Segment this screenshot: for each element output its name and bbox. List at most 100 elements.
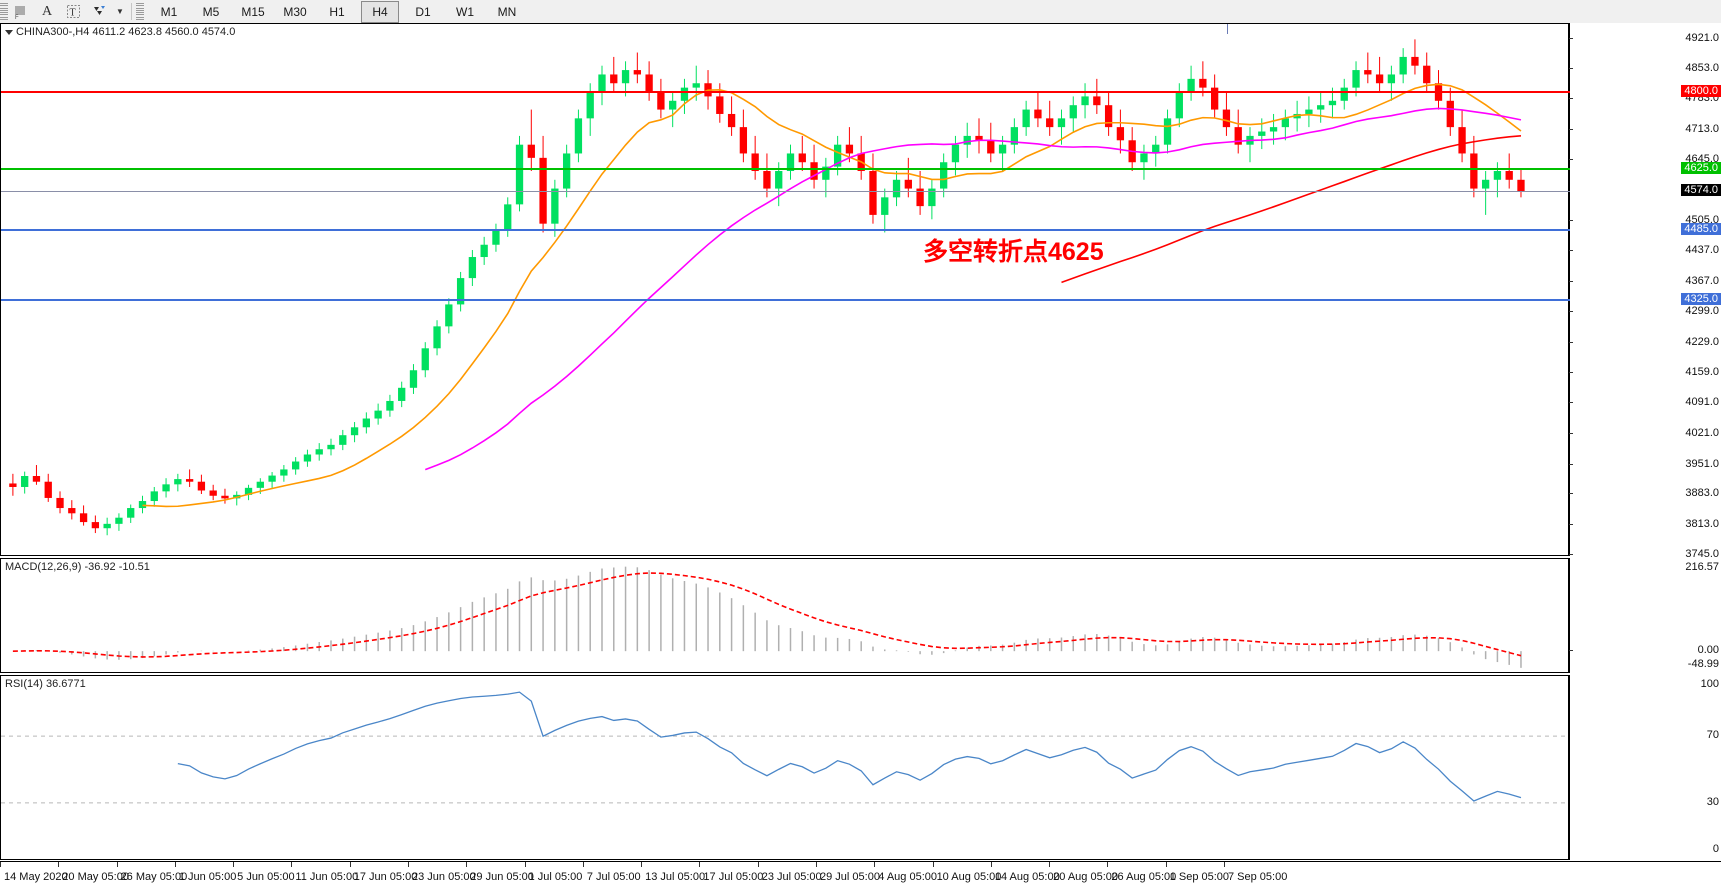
time-axis-tick [990,862,992,867]
level-line-4574_0[interactable] [1,190,1570,192]
template-icon[interactable]: F [8,1,34,22]
objects-dropdown-caret-icon[interactable]: ▼ [116,7,124,16]
timeframe-button-w1[interactable]: W1 [456,4,474,19]
crosshair-vertical [1227,24,1228,34]
price-tick-label: 3951.0 [1685,457,1719,470]
price-pane-header: CHINA300-,H4 4611.2 4623.8 4560.0 4574.0 [5,26,235,38]
price-tick [1569,493,1573,495]
time-axis-tick [1049,862,1051,867]
text-label-icon[interactable]: T [60,1,86,22]
time-axis-tick [1107,862,1109,867]
time-axis-label: 29 Jun 05:00 [470,871,534,883]
macd-tick-label: -48.99 [1687,658,1719,670]
level-badge-4485_0[interactable]: 4485.0 [1681,223,1721,236]
main-toolbar: F A T ▼ M1 M5 M15 M30 H1 H4 D1 W1 MN [0,0,1721,24]
time-axis-label: 10 Aug 05:00 [936,871,1002,883]
timeframe-button-mn[interactable]: MN [497,4,517,19]
level-line-4325_0[interactable] [1,299,1570,302]
collapse-triangle-icon[interactable] [5,29,13,35]
level-line-4485_0[interactable] [1,229,1570,232]
time-axis-tick [699,862,701,867]
objects-icon[interactable] [86,1,112,22]
macd-tick-label: 0.00 [1697,644,1719,657]
time-axis-tick [932,862,934,867]
timeframe-button-m15[interactable]: M15 [241,4,265,19]
time-axis-label: 5 Jun 05:00 [237,871,295,883]
macd-pane[interactable]: MACD(12,26,9) -36.92 -10.51 [0,558,1569,673]
price-tick-label: 4091.0 [1685,396,1719,409]
rsi-pane-header: RSI(14) 36.6771 [5,678,86,690]
time-axis-label: 1 Jun 05:00 [178,871,237,883]
time-axis-label: 1 Jul 05:00 [528,871,583,883]
time-axis-label: 29 Jul 05:00 [820,871,880,883]
time-axis-tick [524,862,526,867]
time-axis-label: 7 Jul 05:00 [586,871,641,883]
price-tick [1569,250,1573,252]
level-line-4625_0[interactable] [1,167,1570,170]
level-badge-4800_0[interactable]: 4800.0 [1681,85,1721,98]
toolbar-grip[interactable] [0,2,8,21]
price-axis-line [1569,23,1570,556]
price-axis[interactable]: 4921.0 4853.0 4783.0 4713.0 4645.0 4505.0 4437… [1569,23,1721,560]
toolbar-separator [131,3,132,20]
level-line-4800_0[interactable] [1,91,1570,94]
price-tick-label: 3813.0 [1685,518,1719,531]
price-tick-label: 4921.0 [1685,31,1719,44]
macd-plot [12,566,1522,668]
macd-axis-line [1569,558,1570,673]
macd-pane-header: MACD(12,26,9) -36.92 -10.51 [5,561,150,573]
timeframe-button-d1[interactable]: D1 [415,4,431,19]
time-axis-label: 26 May 05:00 [120,871,188,883]
timeframe-button-h1[interactable]: H1 [329,4,345,19]
time-axis-label: 13 Jul 05:00 [645,871,706,883]
price-tick-label: 4853.0 [1685,61,1719,74]
timeframe-group: M1 M5 M15 M30 H1 H4 D1 W1 MN [148,0,528,23]
rsi-plot [1,691,1568,804]
level-badge-4325_0[interactable]: 4325.0 [1681,293,1721,306]
rsi-pane[interactable]: RSI(14) 36.6771 [0,675,1569,860]
price-tick [1569,37,1573,39]
time-axis-label: 11 Jun 05:00 [295,871,359,883]
price-pane[interactable]: CHINA300-,H4 4611.2 4623.8 4560.0 4574.0… [0,23,1570,556]
level-badge-4625_0[interactable]: 4625.0 [1681,161,1721,174]
time-axis[interactable]: 14 May 2020 20 May 05:00 26 May 05:00 1 Jun… [0,861,1721,891]
timeframe-button-m30[interactable]: M30 [283,4,307,19]
price-tick [1569,310,1573,312]
price-tick-label: 4229.0 [1685,335,1719,348]
time-axis-label: 26 Aug 05:00 [1111,871,1177,883]
timeframe-grip[interactable] [136,2,144,21]
text-font-icon[interactable]: A [41,3,53,19]
timeframe-button-h4[interactable]: H4 [361,0,399,23]
price-tick [1569,432,1573,434]
macd-axis[interactable]: 216.57 0.00 -48.99 [1569,558,1721,673]
rsi-axis[interactable]: 100 70 30 0 [1569,675,1721,860]
timeframe-button-m1[interactable]: M1 [160,4,178,19]
time-axis-label: 14 May 2020 [4,871,68,883]
time-axis-tick [58,862,60,867]
price-tick [1569,372,1573,374]
symbol-ohlc-text: CHINA300-,H4 4611.2 4623.8 4560.0 4574.0 [16,26,236,38]
price-tick-label: 4713.0 [1685,123,1719,136]
price-tick [1569,402,1573,404]
time-axis-tick [757,862,759,867]
price-candles [9,39,1525,536]
price-tick-label: 4159.0 [1685,366,1719,379]
time-axis-label: 7 Sep 05:00 [1228,871,1288,883]
price-tick [1569,67,1573,69]
level-badge-4574_0[interactable]: 4574.0 [1681,184,1721,197]
macd-tick-label: 216.57 [1685,561,1719,573]
time-axis-tick [408,862,409,867]
time-axis-label: 23 Jun 05:00 [412,871,476,883]
time-axis-label: 20 May 05:00 [62,871,129,883]
time-axis-label: 14 Aug 05:00 [994,871,1060,883]
time-axis-tick [291,862,293,867]
timeframe-button-m5[interactable]: M5 [202,4,220,19]
svg-text:T: T [69,8,75,19]
time-axis-label: 20 Aug 05:00 [1053,871,1118,883]
price-tick-label: 4367.0 [1685,275,1719,288]
price-tick [1569,463,1573,465]
rsi-tick-label: 30 [1706,795,1719,808]
time-axis-tick [174,862,176,867]
time-axis-tick [874,862,876,867]
time-axis-label: 17 Jul 05:00 [703,871,764,883]
